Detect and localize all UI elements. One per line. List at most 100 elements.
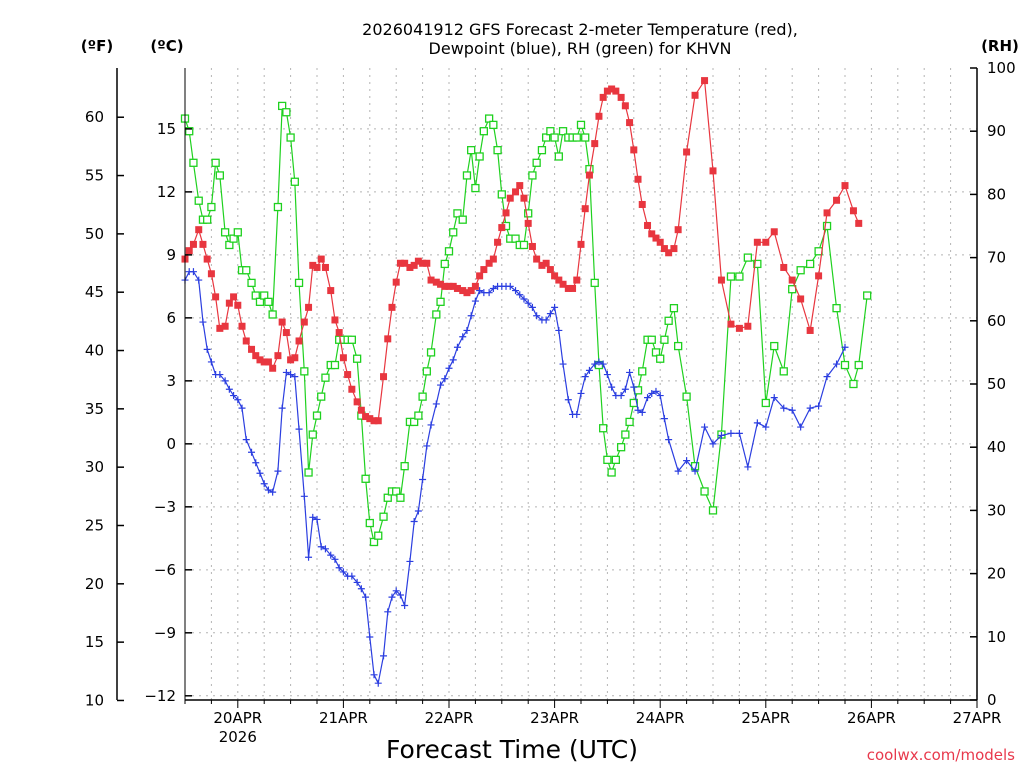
dewpoint-point (638, 408, 646, 416)
temperature-point (735, 324, 743, 332)
temperature-point (353, 398, 361, 406)
dewpoint-point (516, 291, 524, 299)
rh-point (554, 152, 563, 161)
temperature-point (453, 284, 461, 292)
dewpoint-point (634, 406, 642, 414)
dewpoint-point (441, 375, 449, 383)
fahrenheit-tick-label: 10 (85, 691, 104, 709)
temperature-point (374, 417, 382, 425)
temperature-point (612, 87, 620, 95)
temperature-point (581, 205, 589, 213)
temperature-point (419, 259, 427, 267)
fahrenheit-tick-label: 15 (85, 633, 104, 651)
celsius-tick-label: −12 (144, 687, 176, 705)
dewpoint-point (581, 373, 589, 381)
rh-point (753, 259, 762, 269)
dewpoint-point (252, 459, 260, 467)
dewpoint-point (445, 364, 453, 372)
dewpoint-point (533, 312, 541, 320)
rh-point (207, 202, 216, 212)
rh-point (779, 367, 788, 376)
temperature-point (423, 259, 431, 267)
rh-point (414, 411, 423, 420)
celsius-tick-label: 15 (157, 120, 176, 138)
rh-tick-label: 0 (987, 691, 997, 709)
rh-point (822, 221, 832, 231)
temperature-point (591, 140, 599, 148)
rh-point (524, 209, 533, 218)
rh-point (616, 443, 626, 452)
rh-point (700, 487, 709, 496)
rh-point (462, 171, 472, 180)
rh-point (286, 133, 295, 142)
dewpoint-point (459, 333, 467, 341)
rh-point (426, 348, 436, 357)
temperature-point (269, 364, 277, 372)
celsius-tick-label: −9 (154, 624, 176, 642)
dewpoint-point (608, 383, 616, 391)
temperature-point (305, 303, 313, 311)
rh-point (453, 209, 462, 218)
rh-point (546, 127, 555, 136)
series-layer (180, 77, 872, 687)
temperature-point (463, 289, 471, 297)
rh-point (629, 398, 638, 408)
dewpoint-point (599, 360, 607, 368)
time-tick-label: 22APR (425, 709, 474, 727)
dewpoint-point (551, 303, 559, 311)
rh-tick-label: 20 (987, 565, 1006, 583)
temperature-point (449, 282, 457, 290)
temperature-point (362, 413, 370, 421)
dewpoint-point (770, 394, 778, 402)
dewpoint-point (278, 404, 286, 412)
temperature-point (665, 249, 673, 257)
dewpoint-point (291, 373, 299, 381)
rh-point (290, 177, 299, 186)
dewpoint-point (309, 513, 317, 521)
fahrenheit-tick-label: 50 (85, 225, 104, 243)
dewpoint-point (269, 488, 277, 496)
rh-tick-label: 90 (987, 122, 1006, 140)
temperature-point (388, 303, 396, 311)
time-tick-label: 26APR (847, 709, 896, 727)
dewpoint-point (797, 423, 805, 431)
rh-point (418, 392, 427, 401)
celsius-tick-label: 12 (157, 183, 176, 201)
dewpoint-point (300, 492, 308, 500)
temperature-point (744, 322, 752, 330)
temperature-point (833, 196, 841, 204)
rh-point (607, 468, 616, 477)
temperature-point (797, 295, 805, 303)
temperature-point (564, 284, 572, 292)
temperature-point (366, 415, 374, 423)
rh-tick-label: 40 (987, 438, 1006, 456)
temperature-point (252, 352, 260, 360)
temperature-point (274, 352, 282, 360)
temperature-point (264, 358, 272, 366)
rh-point (581, 133, 590, 142)
rh-point (682, 392, 691, 401)
temperature-point (577, 240, 585, 248)
temperature-point (674, 226, 682, 234)
rh-point (532, 158, 541, 167)
rh-point (400, 462, 409, 471)
rh-point (664, 316, 673, 325)
dewpoint-point (274, 467, 282, 475)
temperature-point (626, 119, 634, 127)
temperature-point (432, 278, 440, 286)
rh-unit-label: (RH) (981, 37, 1019, 55)
rh-axis: 0 10 20 30 40 50 60 70 80 90 100 (970, 59, 1016, 709)
dewpoint-point (195, 276, 203, 284)
temperature-point (300, 318, 308, 326)
rh-point (203, 215, 212, 224)
dewpoint-point (591, 360, 599, 368)
dewpoint-point (225, 385, 233, 393)
x-axis-title: Forecast Time (UTC) (386, 735, 638, 764)
temperature-point (709, 167, 717, 175)
dewpoint-point (660, 415, 668, 423)
dewpoint-point (780, 404, 788, 412)
dewpoint-point (264, 486, 272, 494)
fahrenheit-tick-label: 40 (85, 342, 104, 360)
temperature-point (573, 276, 581, 284)
dewpoint-point (406, 557, 414, 565)
